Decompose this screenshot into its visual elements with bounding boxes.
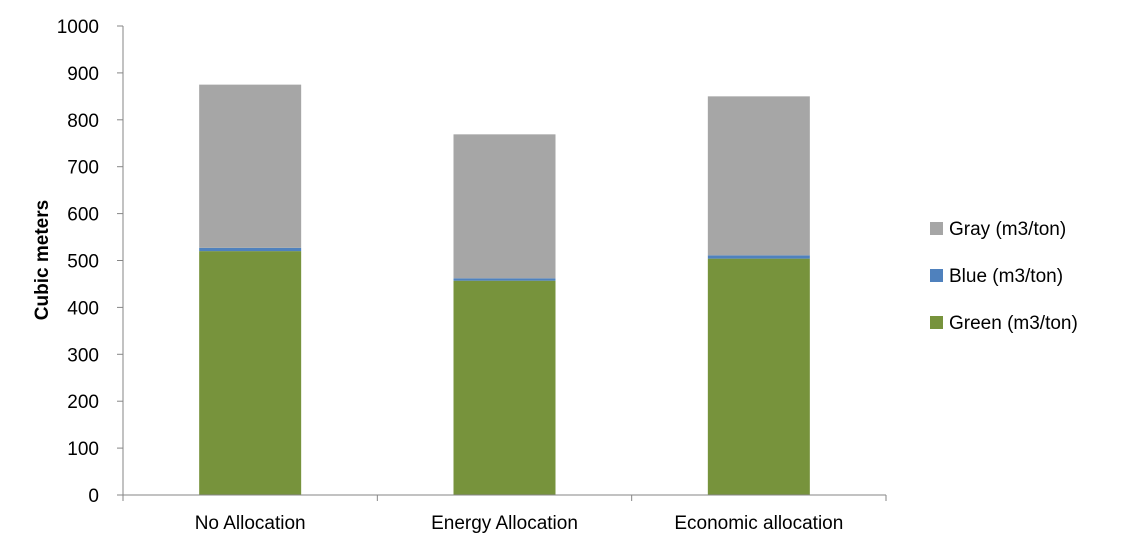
y-tick-label: 1000 (57, 17, 99, 38)
y-tick-label: 300 (67, 345, 99, 366)
bar-green-no-allocation (199, 251, 302, 495)
bar-green-economic-allocation (707, 258, 810, 495)
axes-group: No Allocation Energy Allocation Economic a… (57, 17, 887, 534)
y-tick-label: 0 (88, 486, 99, 507)
x-tick-label: Energy Allocation (431, 513, 578, 534)
bar-gray-no-allocation (199, 84, 302, 248)
bars-group (199, 84, 810, 495)
legend-swatch-blue (930, 269, 943, 282)
bar-blue-no-allocation (199, 247, 302, 252)
y-tick-label: 200 (67, 392, 99, 413)
y-tick-label: 500 (67, 252, 99, 273)
y-tick-label: 100 (67, 439, 99, 460)
x-tick-label: Economic allocation (674, 513, 843, 534)
legend: Gray (m3/ton) Blue (m3/ton) Green (m3/ton) (930, 219, 1078, 334)
x-tick-label: No Allocation (195, 513, 306, 534)
legend-swatch-gray (930, 222, 943, 235)
bar-blue-energy-allocation (453, 278, 556, 281)
legend-swatch-green (930, 316, 943, 329)
legend-label-gray: Gray (m3/ton) (949, 219, 1066, 240)
y-tick-label: 800 (67, 111, 99, 132)
bar-green-energy-allocation (453, 280, 556, 495)
legend-label-blue: Blue (m3/ton) (949, 266, 1063, 287)
bar-blue-economic-allocation (707, 255, 810, 259)
legend-label-green: Green (m3/ton) (949, 313, 1078, 334)
bar-gray-economic-allocation (707, 96, 810, 256)
y-tick-label: 700 (67, 158, 99, 179)
y-tick-label: 400 (67, 298, 99, 319)
y-tick-label: 900 (67, 64, 99, 85)
y-tick-label: 600 (67, 205, 99, 226)
y-axis-label: Cubic meters (32, 200, 53, 320)
bar-gray-energy-allocation (453, 134, 556, 279)
